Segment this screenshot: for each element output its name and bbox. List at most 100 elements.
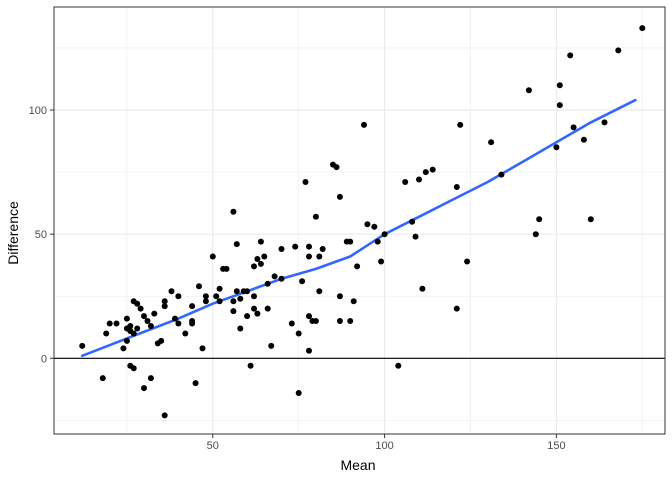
y-tick-label: 50 — [35, 229, 47, 241]
data-point — [254, 310, 261, 317]
y-axis-ticks: 0 50 100 — [29, 105, 54, 365]
data-point — [168, 288, 175, 295]
data-point — [113, 320, 120, 327]
data-point — [79, 342, 86, 349]
data-point — [209, 253, 216, 260]
data-point — [196, 283, 202, 290]
data-point — [175, 320, 182, 327]
data-point — [251, 305, 257, 312]
data-point — [161, 298, 168, 305]
data-point — [158, 337, 165, 344]
data-point — [316, 288, 323, 295]
x-tick-label: 150 — [547, 440, 565, 452]
data-point — [251, 293, 257, 300]
data-point — [402, 179, 409, 185]
data-point — [202, 293, 209, 300]
data-point — [525, 87, 532, 94]
data-point — [336, 193, 343, 200]
data-point — [615, 47, 622, 54]
data-point — [147, 323, 154, 329]
data-point — [306, 243, 312, 250]
data-point — [271, 273, 278, 280]
data-point — [120, 345, 127, 352]
data-point — [254, 256, 261, 262]
data-point — [99, 375, 106, 382]
data-point — [429, 166, 436, 173]
data-point — [172, 315, 178, 322]
data-point — [137, 305, 144, 312]
data-point — [244, 288, 251, 295]
data-point — [130, 365, 137, 372]
smooth-line — [80, 98, 637, 358]
data-point — [278, 275, 285, 282]
data-point — [103, 330, 110, 337]
y-tick-label: 0 — [41, 353, 47, 365]
data-point — [316, 253, 323, 260]
data-point — [264, 280, 271, 287]
data-point — [302, 179, 309, 185]
data-points — [79, 25, 646, 419]
data-point — [395, 362, 402, 369]
data-point — [182, 330, 189, 337]
data-point — [202, 298, 209, 305]
data-point — [306, 253, 312, 260]
y-tick-label: 100 — [29, 105, 47, 117]
data-point — [161, 303, 168, 310]
data-point — [264, 305, 271, 312]
data-point — [488, 139, 495, 146]
data-point — [570, 124, 577, 131]
data-point — [237, 295, 244, 302]
data-point — [336, 318, 343, 324]
data-point — [161, 412, 168, 419]
data-point — [553, 144, 560, 151]
data-point — [147, 375, 154, 382]
data-point — [312, 213, 319, 220]
data-point — [580, 136, 587, 143]
data-point — [144, 318, 151, 324]
data-point — [233, 288, 240, 295]
data-point — [556, 82, 563, 89]
data-point — [292, 243, 299, 250]
data-point — [567, 52, 574, 59]
data-point — [378, 258, 385, 265]
data-point — [288, 320, 295, 327]
x-axis-title: Mean — [340, 457, 375, 473]
x-tick-label: 50 — [207, 440, 219, 452]
data-point — [257, 260, 264, 267]
major-gridlines — [54, 7, 665, 434]
data-point — [247, 362, 254, 369]
data-point — [257, 238, 264, 245]
data-point — [350, 298, 357, 305]
smooth-trend-line — [80, 98, 637, 358]
data-point — [306, 313, 312, 320]
data-point — [347, 238, 354, 245]
data-point — [251, 263, 257, 270]
data-point — [464, 258, 471, 265]
data-point — [230, 308, 237, 315]
data-point — [319, 246, 326, 252]
data-point — [457, 121, 464, 128]
data-point — [639, 25, 646, 32]
data-point — [347, 318, 354, 324]
data-point — [312, 318, 319, 324]
data-point — [134, 325, 141, 332]
data-point — [453, 305, 460, 312]
data-point — [409, 218, 416, 225]
data-point — [230, 298, 237, 305]
data-point — [233, 241, 240, 248]
data-point — [268, 342, 275, 349]
data-point — [134, 300, 141, 307]
data-point — [199, 345, 206, 352]
data-point — [419, 285, 426, 292]
data-point — [354, 263, 361, 270]
data-point — [151, 310, 158, 317]
y-axis-title: Difference — [5, 201, 21, 265]
x-tick-label: 100 — [375, 440, 393, 452]
data-point — [295, 330, 302, 337]
data-point — [130, 330, 137, 337]
data-point — [230, 208, 237, 215]
data-point — [601, 119, 608, 126]
data-point — [123, 315, 130, 322]
data-point — [422, 169, 429, 176]
